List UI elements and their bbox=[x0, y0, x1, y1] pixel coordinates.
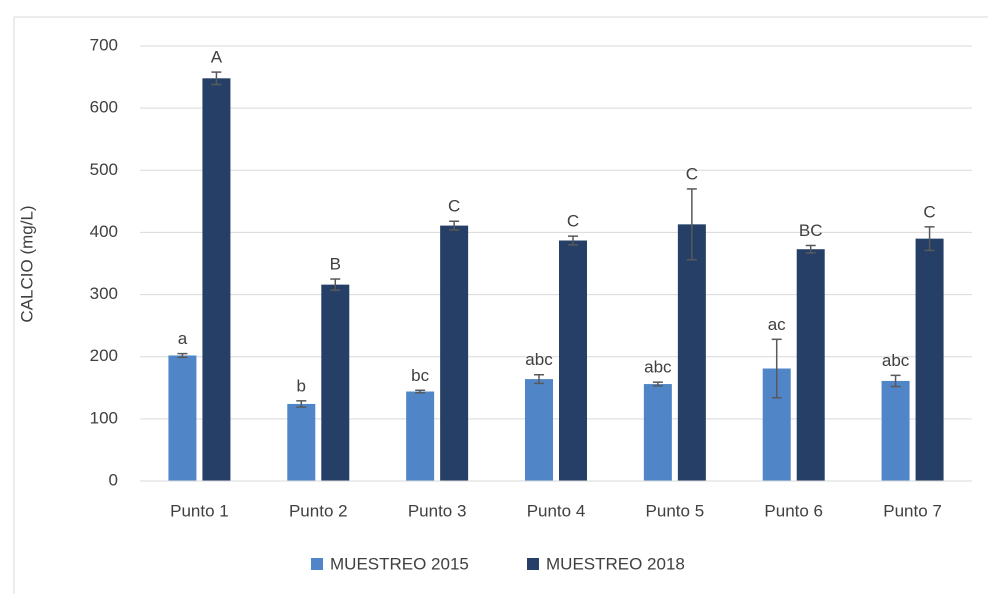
data-label: B bbox=[330, 255, 341, 274]
data-label: C bbox=[686, 164, 698, 183]
data-label: C bbox=[448, 197, 460, 216]
bar bbox=[525, 379, 553, 481]
bar bbox=[643, 384, 672, 481]
x-tick-label: Punto 5 bbox=[646, 501, 705, 520]
legend-swatch bbox=[527, 558, 539, 570]
x-tick-label: Punto 3 bbox=[408, 501, 467, 520]
bar bbox=[321, 284, 350, 481]
data-label: b bbox=[297, 376, 306, 395]
y-tick-label: 100 bbox=[90, 408, 118, 427]
y-axis-label: CALCIO (mg/L) bbox=[17, 205, 36, 322]
data-label: bc bbox=[411, 366, 429, 385]
legend-label: MUESTREO 2018 bbox=[546, 554, 685, 573]
data-label: C bbox=[923, 202, 935, 221]
data-label: A bbox=[211, 48, 223, 67]
bar bbox=[287, 403, 316, 481]
bar bbox=[559, 240, 587, 481]
y-tick-label: 500 bbox=[90, 160, 118, 179]
data-label: a bbox=[178, 329, 188, 348]
legend-label: MUESTREO 2015 bbox=[330, 554, 469, 573]
y-tick-label: 300 bbox=[90, 284, 118, 303]
x-tick-label: Punto 4 bbox=[527, 501, 586, 520]
bar bbox=[202, 78, 231, 482]
data-label: C bbox=[567, 212, 579, 231]
bar bbox=[881, 380, 910, 481]
x-tick-label: Punto 6 bbox=[764, 501, 823, 520]
data-label: BC bbox=[799, 221, 823, 240]
chart-frame bbox=[13, 16, 988, 594]
legend-swatch bbox=[311, 558, 323, 570]
data-label: ac bbox=[768, 315, 786, 334]
y-tick-label: 0 bbox=[109, 470, 118, 489]
y-tick-label: 700 bbox=[90, 35, 118, 54]
x-tick-label: Punto 7 bbox=[883, 501, 942, 520]
y-tick-label: 400 bbox=[90, 222, 118, 241]
data-label: abc bbox=[882, 351, 910, 370]
x-tick-label: Punto 2 bbox=[289, 501, 348, 520]
data-label: abc bbox=[525, 350, 553, 369]
bar bbox=[796, 249, 825, 481]
bar bbox=[677, 224, 706, 481]
bar bbox=[168, 355, 197, 481]
bar bbox=[915, 238, 944, 481]
bar bbox=[406, 391, 435, 481]
y-tick-label: 600 bbox=[90, 98, 118, 117]
bar bbox=[440, 225, 469, 481]
x-tick-label: Punto 1 bbox=[170, 501, 229, 520]
y-tick-label: 200 bbox=[90, 346, 118, 365]
data-label: abc bbox=[644, 358, 672, 377]
